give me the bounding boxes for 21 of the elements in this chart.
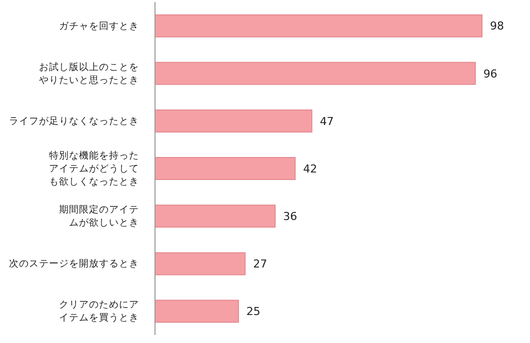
data-label: 36 [283,210,298,224]
data-label: 47 [320,114,334,128]
y-tick-label: お試し版以上のことをやりたいと思ったとき [39,60,139,86]
bar [154,62,476,85]
bar [154,14,482,38]
bar [154,204,276,228]
data-label: 25 [246,305,260,318]
data-label: 98 [490,20,504,33]
y-tick-label: 特別な機能を持ったアイテムがどうしても欲しくなったとき [49,149,139,187]
y-tick-label: ライフが足りなくなったとき [9,115,139,126]
bar [154,252,246,276]
data-label: 42 [303,162,318,176]
data-label: 27 [253,258,268,271]
data-label: 96 [483,67,498,80]
y-tick-label: 次のステージを開放するとき [9,258,139,270]
y-tick-label: ガチャを回すとき [59,20,139,32]
y-tick-label: 期間限定のアイテムが欲しいとき [59,203,139,228]
bar [154,109,312,132]
y-tick-label: クリアのためにアイテムを買うとき [59,299,139,324]
bar [154,300,239,323]
bar [154,157,296,180]
